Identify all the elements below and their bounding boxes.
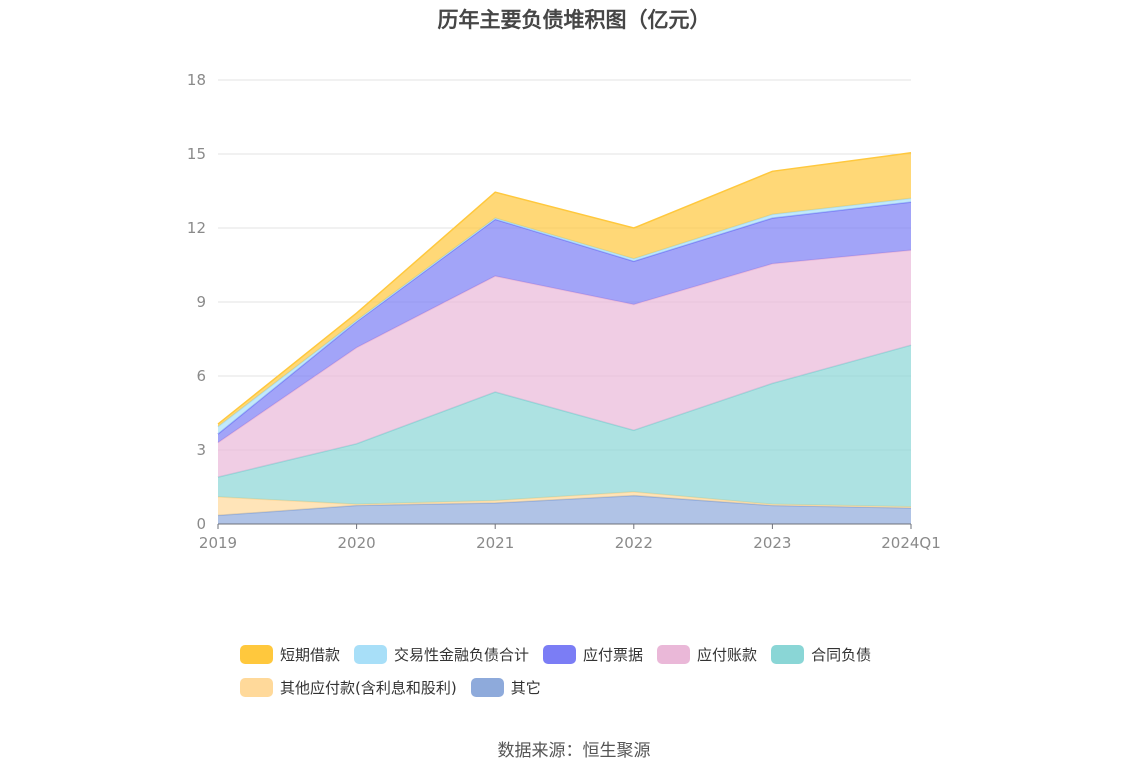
legend-label: 交易性金融负债合计 bbox=[394, 646, 530, 664]
axes: 0 3 6 9 12 15 18 2019 2020 2021 2022 2023 2024Q1 bbox=[187, 71, 941, 552]
y-tick-label: 9 bbox=[196, 293, 206, 311]
series-line-短期借款 bbox=[217, 152, 912, 425]
area-series-应付票据 bbox=[218, 202, 911, 443]
legend-swatch bbox=[543, 645, 577, 664]
legend-label: 应付账款 bbox=[697, 646, 758, 664]
legend-item[interactable]: 短期借款 bbox=[240, 644, 340, 665]
area-series bbox=[217, 152, 912, 524]
area-series-其它 bbox=[218, 495, 911, 524]
legend-row: 其他应付款(含利息和股利) 其它 bbox=[240, 671, 940, 704]
area-series-应付账款 bbox=[218, 250, 911, 478]
legend-label: 应付票据 bbox=[583, 646, 644, 664]
source-text: 数据来源：恒生聚源 bbox=[497, 741, 651, 761]
legend-label: 短期借款 bbox=[280, 646, 341, 664]
stacked-area-chart: 0 3 6 9 12 15 18 2019 2020 2021 2022 2023 2024Q1 bbox=[187, 71, 941, 552]
x-tick-label: 2022 bbox=[615, 534, 653, 552]
legend-label: 其它 bbox=[510, 679, 541, 697]
x-tick-label: 2023 bbox=[753, 534, 791, 552]
x-tick-label: 2024Q1 bbox=[881, 534, 941, 552]
x-tick-label: 2020 bbox=[338, 534, 376, 552]
x-tick-label: 2019 bbox=[199, 534, 237, 552]
legend-label: 合同负债 bbox=[811, 646, 872, 664]
area-series-合同负债 bbox=[218, 345, 911, 507]
legend-item[interactable]: 其他应付款(含利息和股利) bbox=[240, 677, 457, 698]
legend-item[interactable]: 交易性金融负债合计 bbox=[354, 644, 529, 665]
legend-item[interactable]: 应付账款 bbox=[657, 644, 757, 665]
legend-swatch bbox=[771, 645, 805, 664]
y-tick-label: 6 bbox=[196, 367, 206, 385]
area-series-短期借款 bbox=[218, 152, 911, 427]
legend-swatch bbox=[657, 645, 691, 664]
legend-swatch bbox=[240, 678, 273, 697]
chart-title: 历年主要负债堆积图（亿元） bbox=[437, 8, 711, 32]
legend-item[interactable]: 其它 bbox=[470, 677, 541, 698]
legend-item[interactable]: 应付票据 bbox=[543, 644, 643, 665]
y-tick-label: 12 bbox=[187, 219, 206, 237]
legend-label: 其他应付款(含利息和股利) bbox=[280, 679, 457, 697]
legend-row: 短期借款 交易性金融负债合计 应付票据 应付账款 合同负债 bbox=[240, 638, 940, 671]
legend: 短期借款 交易性金融负债合计 应付票据 应付账款 合同负债 其他应付款(含利息和股利) 其… bbox=[240, 638, 940, 704]
y-tick-label: 3 bbox=[196, 441, 206, 459]
legend-item[interactable]: 合同负债 bbox=[771, 644, 871, 665]
legend-swatch bbox=[240, 645, 273, 664]
y-tick-label: 0 bbox=[196, 515, 206, 533]
legend-swatch bbox=[470, 678, 504, 697]
legend-swatch bbox=[354, 645, 388, 664]
x-tick-label: 2021 bbox=[476, 534, 514, 552]
y-tick-label: 18 bbox=[187, 71, 206, 89]
y-tick-label: 15 bbox=[187, 145, 206, 163]
